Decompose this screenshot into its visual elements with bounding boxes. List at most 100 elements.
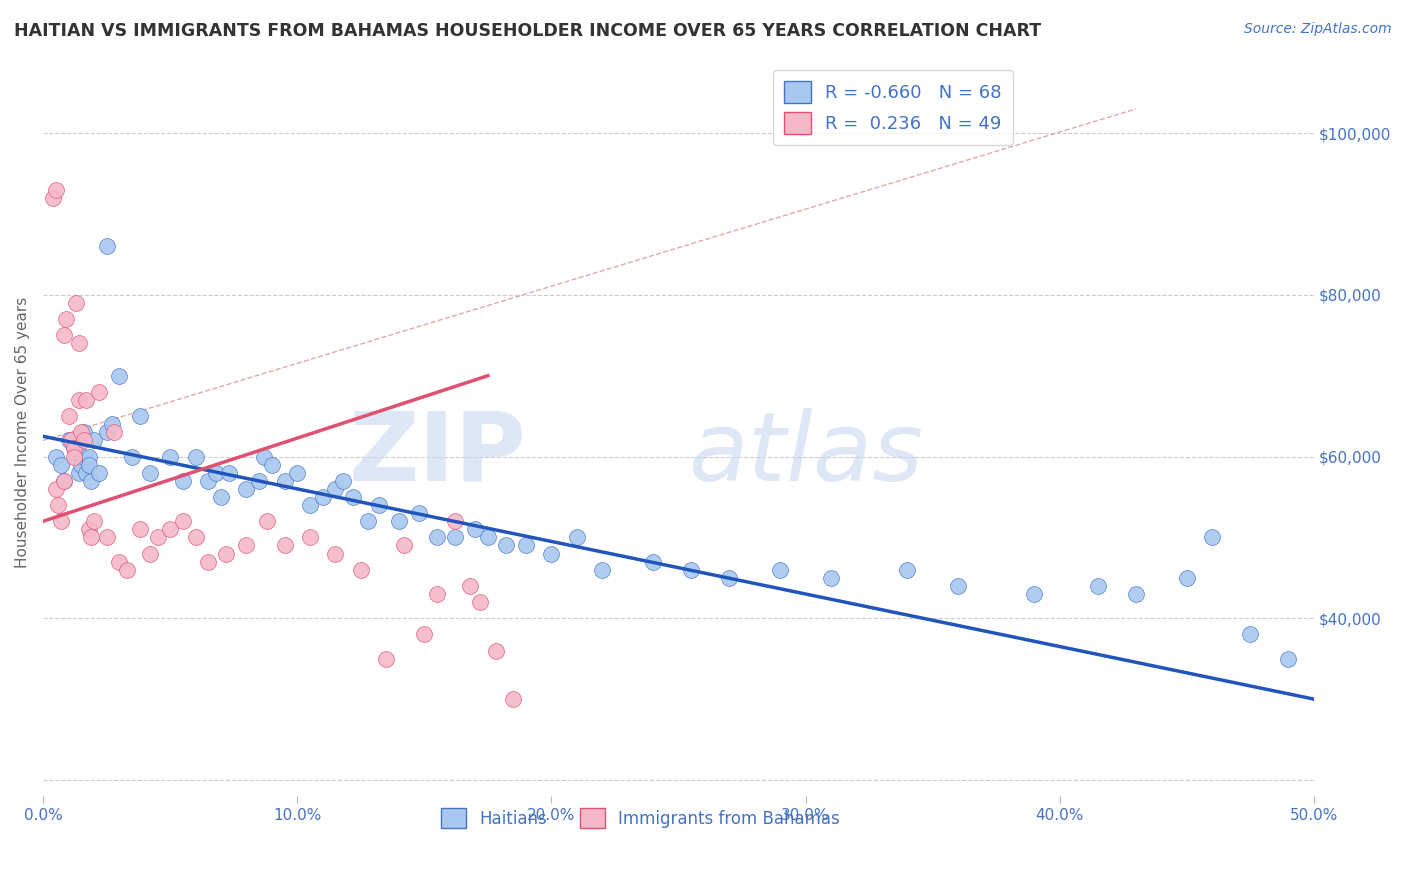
Point [256, 514, 278, 528]
Point [60, 434, 83, 448]
Point [470, 595, 492, 609]
Point [495, 539, 517, 553]
Point [209, 490, 232, 504]
Point [80, 474, 103, 488]
Point [159, 522, 181, 536]
Point [515, 539, 537, 553]
Point [75, 466, 97, 480]
Point [45, 450, 67, 464]
Point [769, 563, 792, 577]
Point [73, 450, 96, 464]
Point [1024, 587, 1046, 601]
Point [540, 547, 562, 561]
Point [139, 466, 162, 480]
Point [413, 627, 436, 641]
Point [565, 530, 588, 544]
Point [350, 563, 373, 577]
Point [146, 530, 169, 544]
Point [332, 474, 354, 488]
Point [197, 474, 219, 488]
Point [273, 474, 295, 488]
Point [73, 434, 96, 448]
Point [49, 514, 72, 528]
Point [298, 530, 321, 544]
Point [83, 434, 105, 448]
Point [325, 482, 347, 496]
Point [75, 392, 97, 407]
Point [70, 458, 93, 472]
Point [325, 547, 347, 561]
Point [96, 530, 118, 544]
Point [312, 490, 335, 504]
Point [58, 409, 80, 424]
Point [1239, 627, 1261, 641]
Point [65, 450, 87, 464]
Point [375, 651, 398, 665]
Text: Source: ZipAtlas.com: Source: ZipAtlas.com [1244, 22, 1392, 37]
Point [128, 409, 150, 424]
Point [458, 579, 481, 593]
Point [298, 498, 321, 512]
Point [260, 458, 283, 472]
Point [73, 425, 96, 440]
Point [1125, 587, 1147, 601]
Point [484, 643, 506, 657]
Point [218, 466, 240, 480]
Point [65, 296, 87, 310]
Point [80, 530, 103, 544]
Point [215, 547, 238, 561]
Point [77, 522, 100, 536]
Point [121, 450, 143, 464]
Point [62, 442, 84, 456]
Point [444, 530, 467, 544]
Point [591, 563, 613, 577]
Point [48, 498, 70, 512]
Point [87, 466, 110, 480]
Point [388, 514, 411, 528]
Point [426, 530, 449, 544]
Point [103, 425, 125, 440]
Point [1175, 571, 1198, 585]
Y-axis label: Householder Income Over 65 years: Householder Income Over 65 years [15, 297, 30, 568]
Point [58, 434, 80, 448]
Point [128, 522, 150, 536]
Point [108, 555, 131, 569]
Point [820, 571, 842, 585]
Point [392, 539, 415, 553]
Text: atlas: atlas [688, 408, 922, 500]
Point [67, 336, 90, 351]
Point [62, 442, 84, 456]
Point [477, 530, 499, 544]
Point [273, 539, 295, 553]
Legend: Haitians, Immigrants from Bahamas: Haitians, Immigrants from Bahamas [434, 801, 846, 835]
Point [67, 466, 90, 480]
Point [52, 328, 75, 343]
Point [367, 498, 389, 512]
Point [1087, 579, 1109, 593]
Point [77, 450, 100, 464]
Point [55, 312, 77, 326]
Point [502, 692, 524, 706]
Point [52, 474, 75, 488]
Point [342, 490, 364, 504]
Point [49, 458, 72, 472]
Point [139, 547, 162, 561]
Point [67, 392, 90, 407]
Point [444, 514, 467, 528]
Text: HAITIAN VS IMMIGRANTS FROM BAHAMAS HOUSEHOLDER INCOME OVER 65 YEARS CORRELATION : HAITIAN VS IMMIGRANTS FROM BAHAMAS HOUSE… [14, 22, 1042, 40]
Point [159, 450, 181, 464]
Point [681, 563, 703, 577]
Point [45, 482, 67, 496]
Point [197, 555, 219, 569]
Point [247, 474, 270, 488]
Point [45, 183, 67, 197]
Point [184, 450, 207, 464]
Point [426, 587, 449, 601]
Point [101, 417, 124, 432]
Point [896, 563, 918, 577]
Point [115, 563, 138, 577]
Point [235, 482, 257, 496]
Point [464, 522, 486, 536]
Point [408, 506, 430, 520]
Point [641, 555, 664, 569]
